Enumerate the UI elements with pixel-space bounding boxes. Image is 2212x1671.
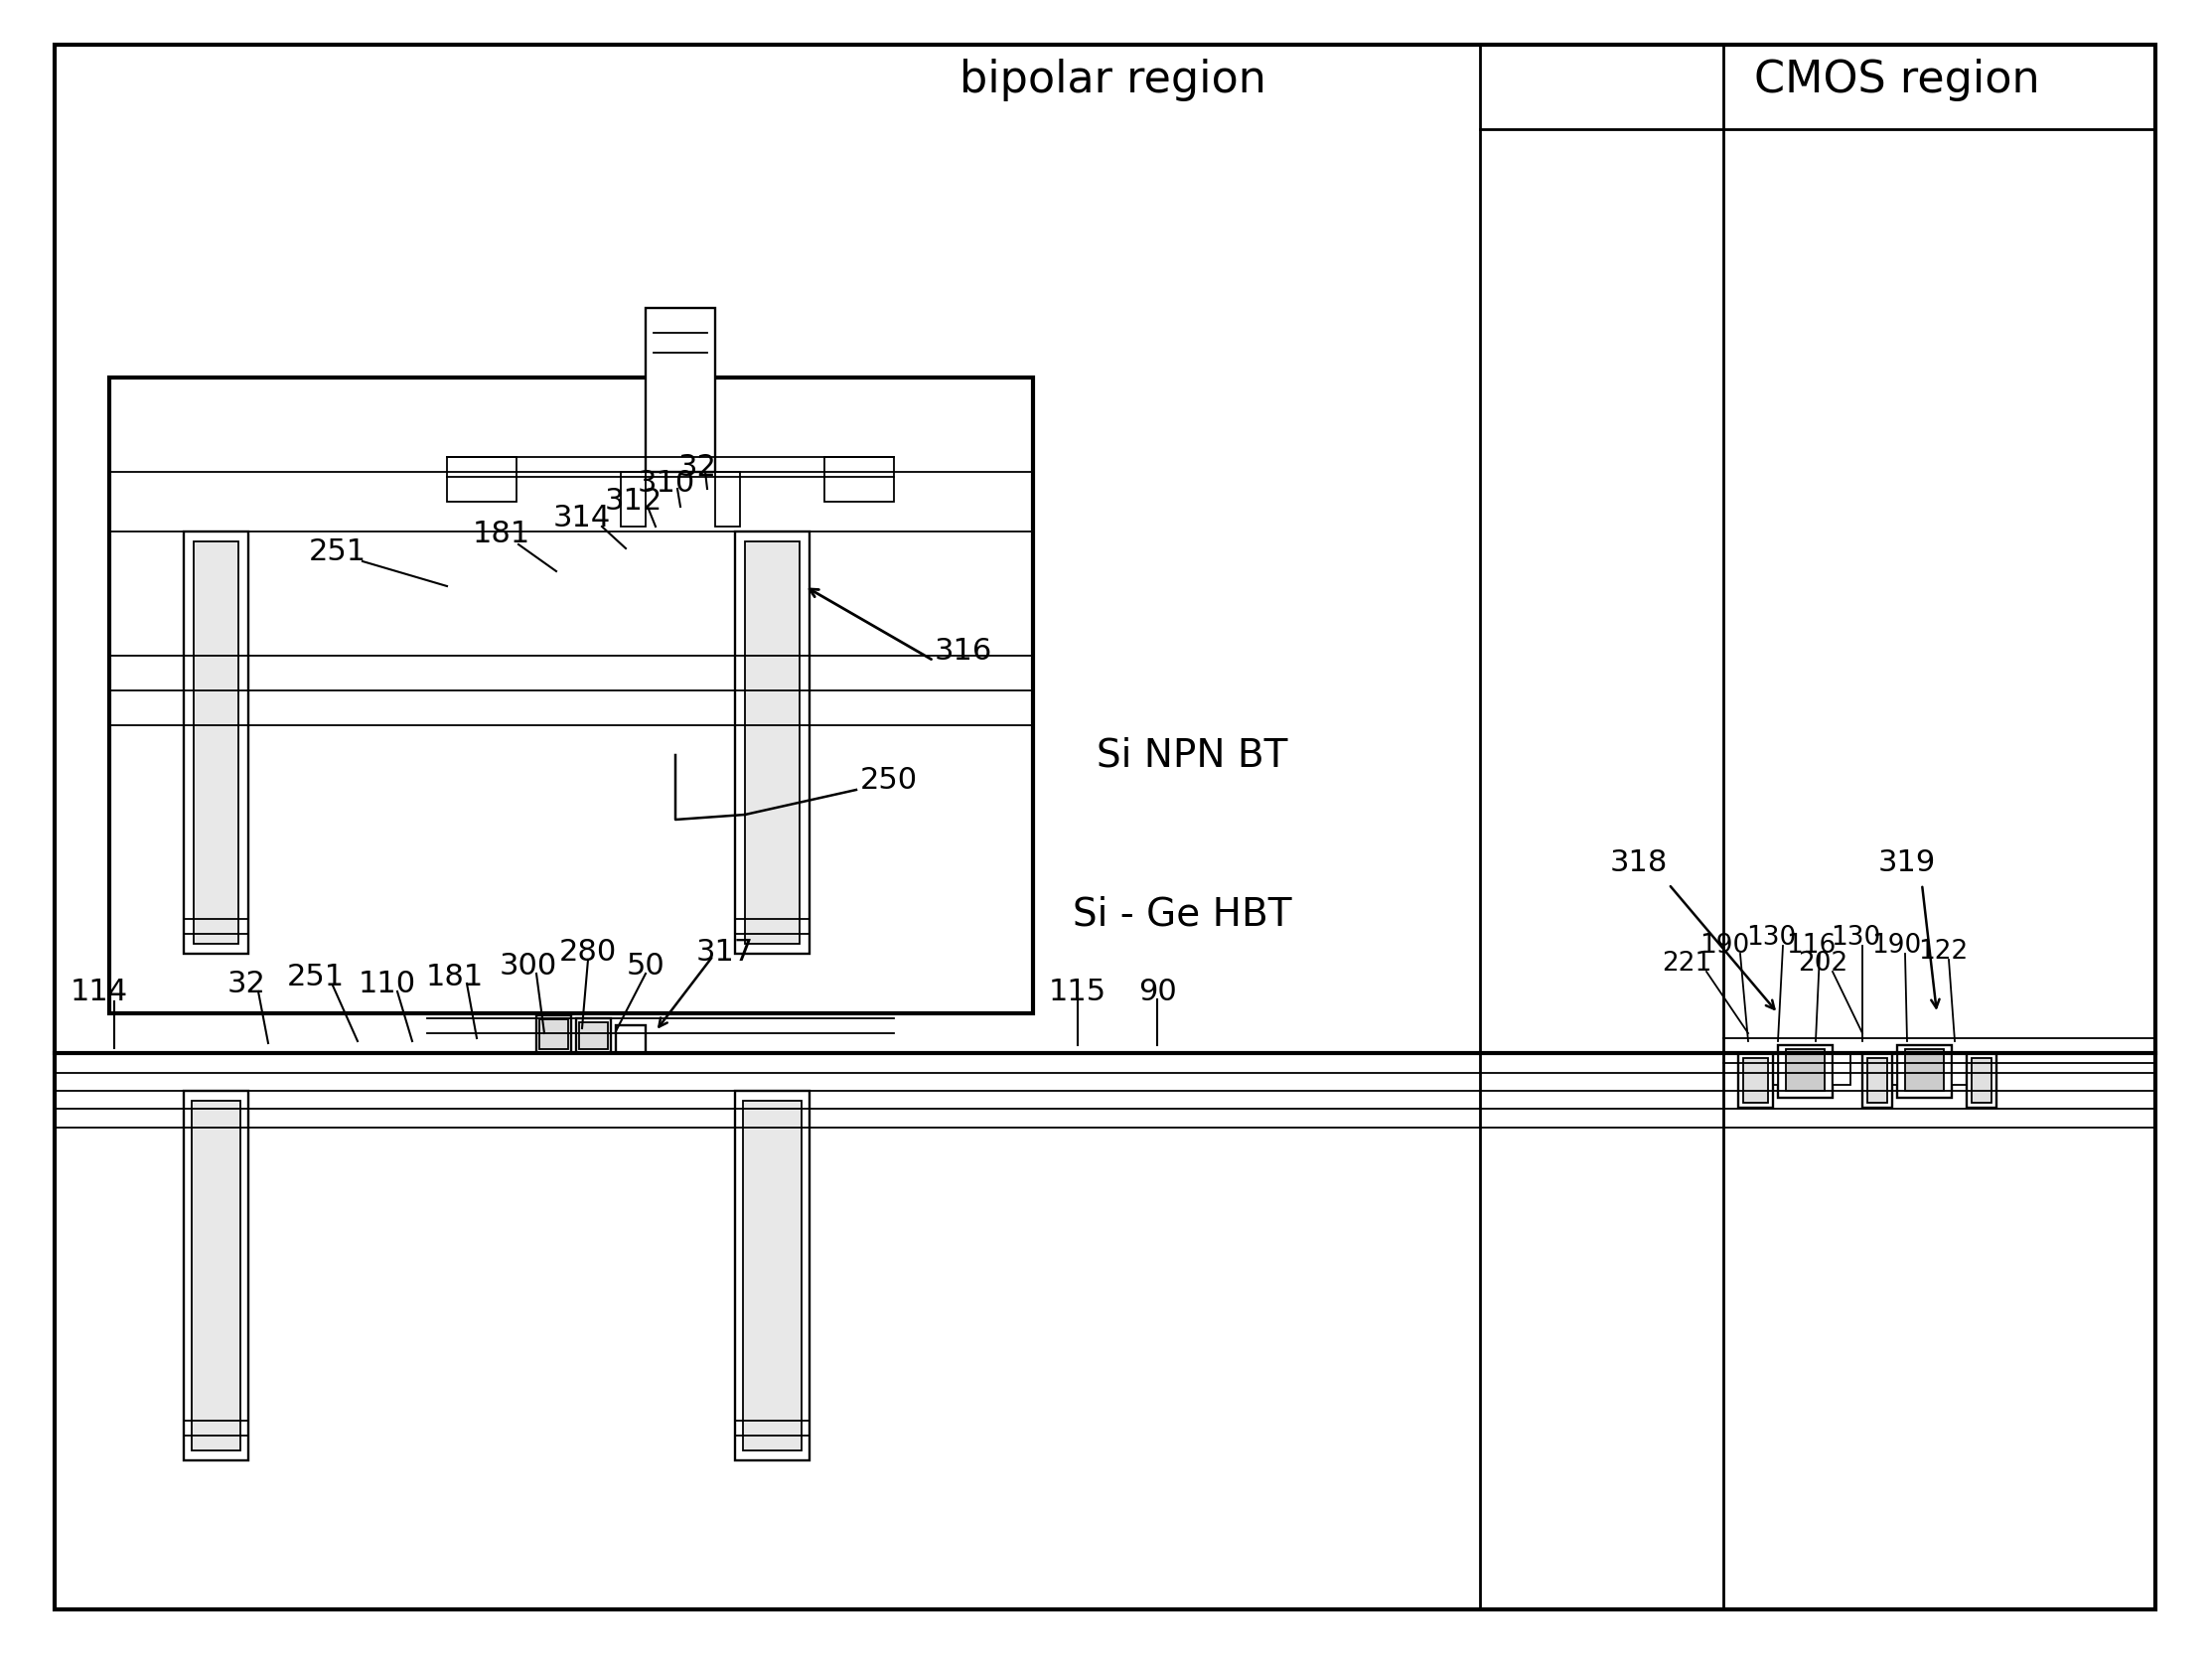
Text: 122: 122 — [1918, 939, 1969, 964]
Bar — [580, 1023, 608, 1049]
Bar — [447, 456, 515, 501]
Bar — [1739, 1053, 1774, 1108]
Text: 221: 221 — [1661, 951, 1712, 976]
Text: 181: 181 — [473, 520, 531, 548]
Bar — [192, 1101, 241, 1450]
Text: 312: 312 — [604, 486, 664, 515]
Text: bipolar region: bipolar region — [960, 58, 1265, 100]
Bar — [535, 1016, 571, 1053]
Bar — [646, 307, 714, 471]
Bar — [743, 1101, 801, 1450]
Text: 190: 190 — [1871, 932, 1920, 959]
Text: 314: 314 — [553, 505, 611, 533]
Bar — [1898, 1044, 1951, 1098]
Text: 310: 310 — [637, 468, 695, 498]
Bar — [1966, 1053, 1997, 1108]
Bar — [184, 1091, 248, 1460]
Bar — [108, 378, 1033, 1013]
Bar — [1785, 1049, 1825, 1091]
Bar — [1761, 1053, 1778, 1084]
Bar — [1743, 1058, 1767, 1103]
Bar — [734, 1091, 810, 1460]
Text: 116: 116 — [1785, 932, 1836, 959]
Text: CMOS region: CMOS region — [1754, 58, 2039, 100]
Bar — [745, 541, 799, 944]
Text: 114: 114 — [71, 978, 128, 1006]
Text: 316: 316 — [933, 637, 993, 665]
Text: 50: 50 — [626, 951, 666, 981]
Bar — [1832, 1053, 1851, 1084]
Text: 90: 90 — [1137, 978, 1177, 1006]
Bar — [575, 1018, 611, 1053]
Text: Si NPN BT: Si NPN BT — [1097, 737, 1287, 774]
Text: 32: 32 — [228, 969, 265, 998]
Text: 202: 202 — [1798, 951, 1847, 976]
Bar — [1867, 1058, 1887, 1103]
Text: 318: 318 — [1610, 847, 1668, 877]
Text: 319: 319 — [1878, 847, 1936, 877]
Text: 181: 181 — [427, 962, 484, 991]
Bar — [1880, 1053, 1898, 1084]
Text: 300: 300 — [500, 951, 557, 981]
Bar — [1778, 1044, 1832, 1098]
Text: 190: 190 — [1699, 932, 1750, 959]
Bar — [734, 531, 810, 954]
Text: 115: 115 — [1048, 978, 1106, 1006]
Text: 110: 110 — [358, 969, 416, 998]
Text: 250: 250 — [860, 765, 918, 794]
Text: Si - Ge HBT: Si - Ge HBT — [1073, 896, 1292, 932]
Text: 130: 130 — [1745, 926, 1796, 951]
Bar — [195, 541, 239, 944]
Text: 130: 130 — [1832, 926, 1880, 951]
Bar — [1951, 1053, 1969, 1084]
Text: 32: 32 — [677, 453, 717, 481]
Text: 317: 317 — [697, 937, 754, 966]
Text: 280: 280 — [560, 937, 617, 966]
Bar — [825, 456, 894, 501]
Bar — [184, 531, 248, 954]
Bar — [714, 471, 741, 526]
Bar — [540, 1019, 568, 1049]
Bar — [1905, 1049, 1944, 1091]
Bar — [1863, 1053, 1891, 1108]
Bar — [615, 1026, 646, 1053]
Text: 251: 251 — [288, 962, 345, 991]
Text: 251: 251 — [310, 536, 367, 566]
Bar — [1971, 1058, 1991, 1103]
Bar — [622, 471, 646, 526]
